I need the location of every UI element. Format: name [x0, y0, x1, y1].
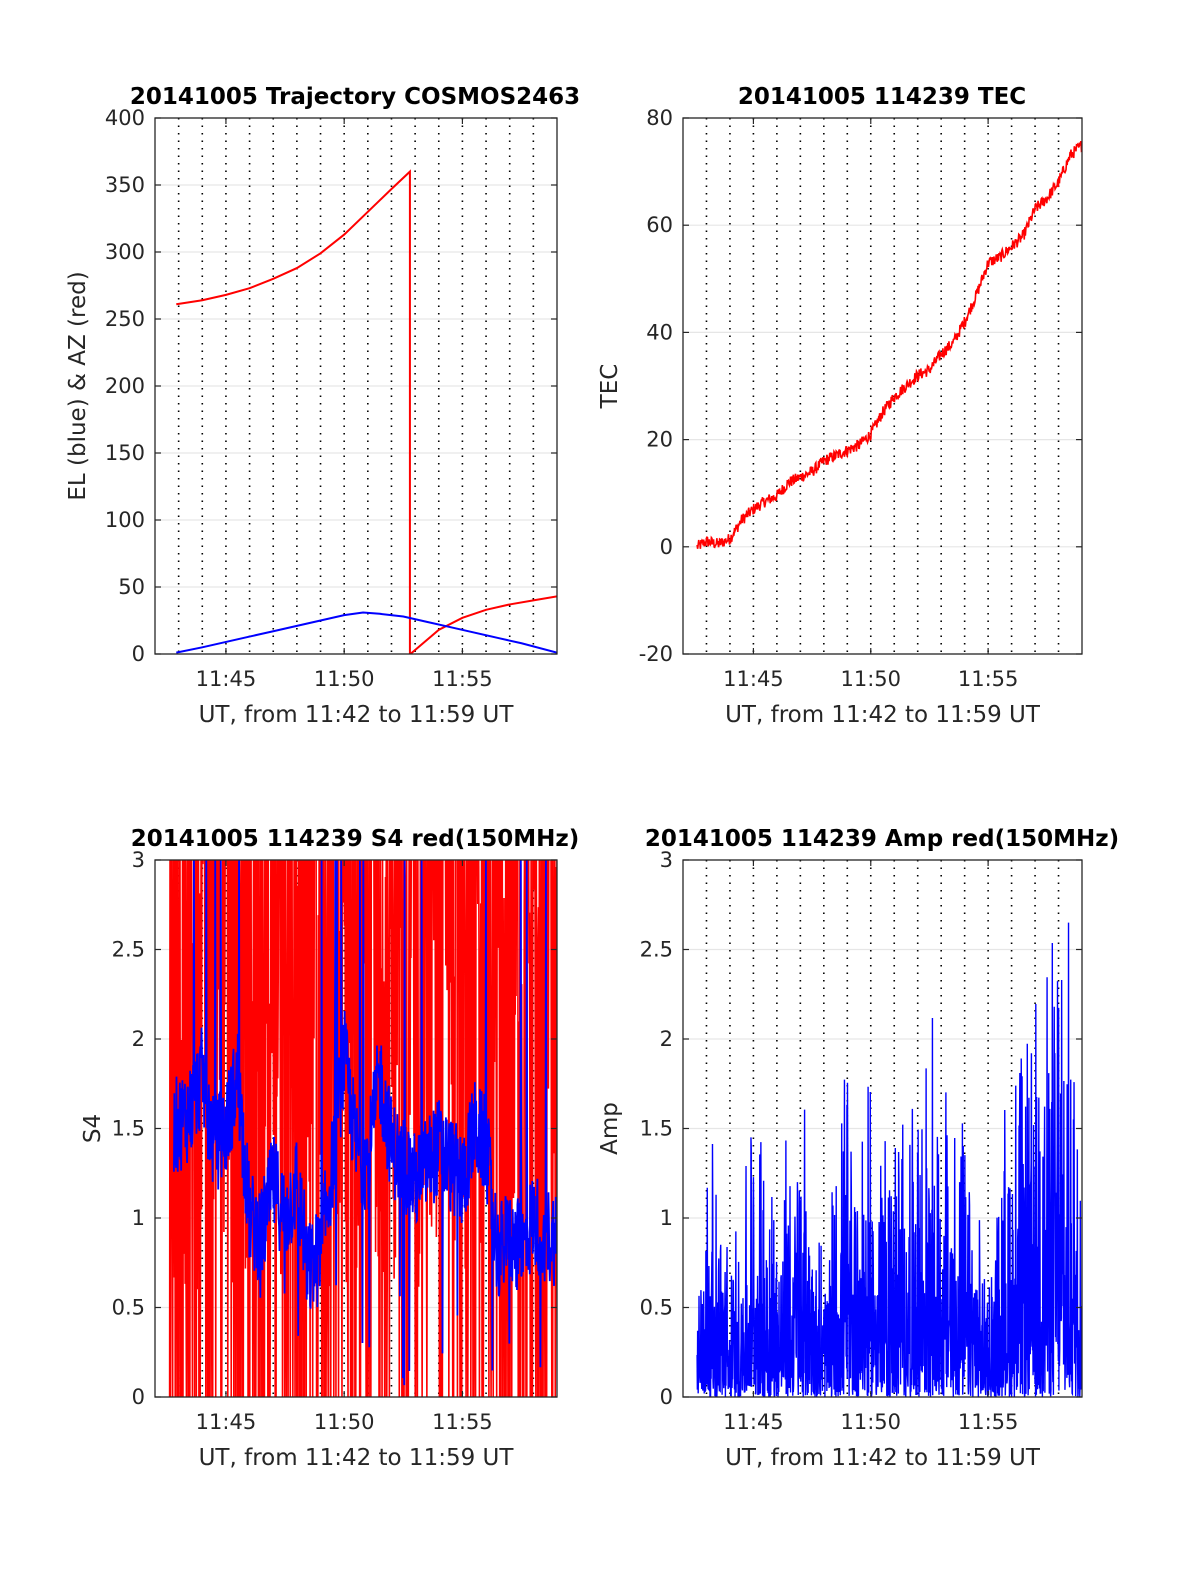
y-axis-label: EL (blue) & AZ (red) [65, 271, 91, 500]
x-tick-label: 11:50 [840, 1410, 901, 1434]
chart-title: 20141005 114239 TEC [738, 84, 1026, 110]
y-tick-label: 60 [646, 213, 673, 237]
series-line-1 [176, 169, 557, 654]
y-axis-label: TEC [597, 364, 623, 410]
y-tick-label: 2 [660, 1027, 673, 1051]
x-tick-label: 11:50 [314, 667, 375, 691]
panel-trajectory: 0 50 100 150 200 250 300 350 400 11:45 11:50 11:55 2… [65, 84, 580, 728]
x-tick-label: 11:55 [958, 1410, 1019, 1434]
series-line-1 [696, 922, 1082, 1397]
plot-area [176, 169, 557, 654]
plot-area [696, 140, 1082, 549]
chart-title: 20141005 114239 S4 red(150MHz) [131, 826, 580, 852]
y-tick-label: 0 [132, 642, 145, 666]
y-tick-label: 150 [105, 441, 145, 465]
series-line-1 [696, 140, 1082, 549]
y-tick-label: 40 [646, 320, 673, 344]
y-tick-label: 0 [660, 1385, 673, 1409]
y-tick-label: 2.5 [112, 938, 145, 962]
x-tick-label: 11:45 [723, 667, 784, 691]
plot-area [696, 922, 1082, 1397]
x-tick-label: 11:45 [196, 667, 257, 691]
plot-area [168, 860, 557, 1397]
y-tick-label: 80 [646, 106, 673, 130]
chart-title: 20141005 114239 Amp red(150MHz) [645, 826, 1119, 852]
x-tick-label: 11:55 [432, 667, 493, 691]
y-tick-label: 2 [132, 1027, 145, 1051]
y-tick-label: 0.5 [112, 1296, 145, 1320]
x-axis-label: UT, from 11:42 to 11:59 UT [725, 702, 1041, 728]
y-tick-label: 1.5 [640, 1117, 673, 1141]
panel-amp: 0 0.5 1 1.5 2 2.5 3 11:45 11:50 11:55 20141005 114… [597, 826, 1119, 1471]
y-tick-label: 0 [660, 535, 673, 559]
x-axis-label: UT, from 11:42 to 11:59 UT [725, 1445, 1041, 1471]
y-tick-label: 200 [105, 374, 145, 398]
x-tick-label: 11:55 [432, 1410, 493, 1434]
panel-tec: -20 0 20 40 60 80 11:45 11:50 11:55 20141005 1142… [597, 84, 1083, 728]
y-tick-label: 20 [646, 428, 673, 452]
x-tick-label: 11:45 [723, 1410, 784, 1434]
y-tick-label: -20 [639, 642, 673, 666]
y-tick-label: 250 [105, 307, 145, 331]
x-tick-label: 11:50 [840, 667, 901, 691]
y-tick-label: 2.5 [640, 938, 673, 962]
y-tick-label: 3 [132, 848, 145, 872]
y-tick-label: 3 [660, 848, 673, 872]
y-tick-label: 300 [105, 240, 145, 264]
y-tick-label: 1 [132, 1206, 145, 1230]
y-axis-label: Amp [597, 1102, 623, 1155]
y-tick-label: 100 [105, 508, 145, 532]
y-tick-label: 0.5 [640, 1296, 673, 1320]
x-tick-label: 11:45 [196, 1410, 257, 1434]
y-tick-label: 400 [105, 106, 145, 130]
axes-box [682, 117, 1083, 655]
x-tick-label: 11:50 [314, 1410, 375, 1434]
panel-s4: 0 0.5 1 1.5 2 2.5 3 11:45 11:50 11:55 20141005 114… [80, 826, 580, 1471]
series-line-2 [176, 611, 557, 654]
y-tick-label: 1 [660, 1206, 673, 1230]
y-tick-label: 350 [105, 173, 145, 197]
series-line-2 [173, 860, 557, 1386]
x-axis-label: UT, from 11:42 to 11:59 UT [199, 702, 515, 728]
y-tick-label: 1.5 [112, 1117, 145, 1141]
x-axis-label: UT, from 11:42 to 11:59 UT [199, 1445, 515, 1471]
y-tick-label: 0 [132, 1385, 145, 1409]
x-tick-label: 11:55 [958, 667, 1019, 691]
y-tick-label: 50 [118, 575, 145, 599]
chart-title: 20141005 Trajectory COSMOS2463 [130, 84, 580, 110]
y-axis-label: S4 [80, 1114, 106, 1143]
